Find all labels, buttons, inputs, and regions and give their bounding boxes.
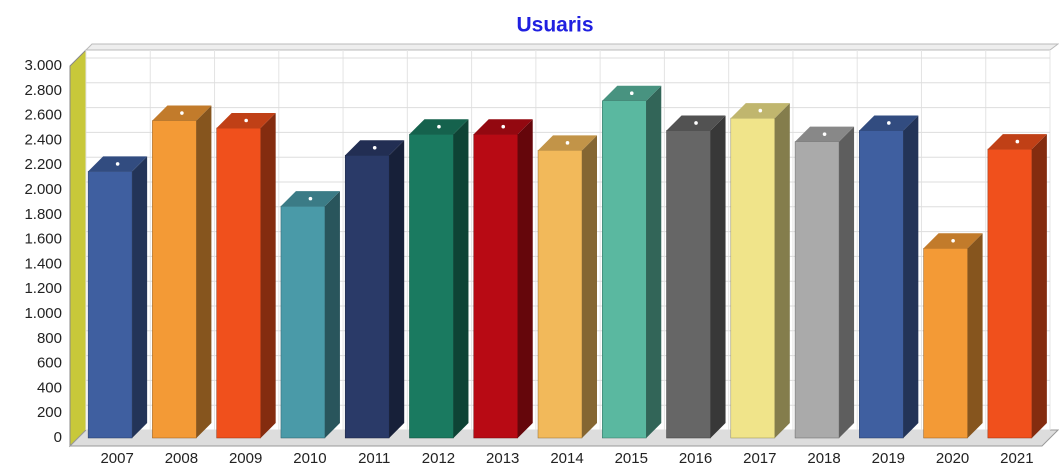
y-tick-label: 0 [54,429,62,446]
x-tick-label: 2020 [936,450,969,467]
y-tick-label: 2.400 [24,131,62,148]
bar [859,130,904,439]
chart-title: Usuaris [516,14,593,37]
bar [666,130,711,439]
y-tick-label: 1.800 [24,206,62,223]
y-tick-label: 600 [37,355,62,372]
x-tick-label: 2021 [1000,450,1033,467]
bar-dot [308,196,313,201]
bar-side [903,115,919,438]
bar [409,133,454,439]
bar-dot [1015,139,1020,144]
bar [794,141,840,439]
bar-side [582,135,597,438]
bar-side [389,140,405,438]
y-tick-label: 1.200 [24,280,62,297]
bar-dot [694,121,698,125]
y-tick-label: 1.000 [24,305,62,322]
bar-dot [244,118,248,123]
bar-side [839,126,855,438]
x-tick-label: 2018 [807,450,840,467]
y-tick-label: 1.600 [24,231,62,248]
y-tick-label: 2.000 [24,181,62,198]
x-tick-label: 2016 [679,450,712,467]
bar [730,117,776,439]
bar-dot [629,91,634,96]
x-tick-label: 2015 [615,450,648,467]
y-tick-label: 200 [37,404,62,421]
bar [280,205,326,439]
bar-side [453,119,469,438]
y-tick-label: 400 [37,379,62,396]
bar-dot [115,162,120,166]
left-wall [69,48,87,448]
bar [216,127,261,439]
bar-dot [822,132,827,136]
bar [602,100,647,439]
bar-dot [501,124,506,129]
bar-dot [565,141,570,145]
bar-side [196,105,212,438]
x-tick-label: 2017 [743,450,776,467]
bar [344,155,390,439]
x-tick-label: 2013 [486,450,519,467]
bar-side [132,156,148,438]
bar [152,120,197,439]
bar-dot [887,121,891,125]
y-tick-label: 2.200 [24,156,62,173]
x-tick-label: 2011 [358,450,390,467]
x-tick-label: 2009 [229,450,262,467]
bar-side [324,191,340,438]
y-tick-label: 2.800 [24,82,62,99]
x-tick-label: 2012 [422,450,455,467]
bar-dot [951,238,955,243]
bar [87,171,133,439]
bar-side [710,115,726,438]
x-tick-label: 2014 [550,450,583,467]
bar-side [967,233,983,438]
y-tick-label: 800 [37,330,62,347]
x-tick-label: 2019 [872,450,905,467]
bar [537,150,583,439]
x-tick-label: 2010 [293,450,326,467]
y-tick-label: 3.000 [24,57,62,74]
bar-side [517,119,533,438]
bar-side [260,113,276,438]
bar-dot [372,145,377,150]
x-tick-label: 2007 [100,450,133,467]
y-tick-label: 2.600 [24,107,62,124]
bar-dot [437,124,441,129]
bar-side [646,85,662,438]
y-tick-label: 1.400 [24,255,62,272]
top-edge [84,43,1059,51]
bar-side [1031,134,1047,438]
bar-dot [180,111,184,115]
bar [987,148,1033,439]
bar-side [774,103,790,438]
bar-dot [758,108,763,113]
bar [473,133,518,439]
bar [923,248,968,439]
x-tick-label: 2008 [165,450,198,467]
